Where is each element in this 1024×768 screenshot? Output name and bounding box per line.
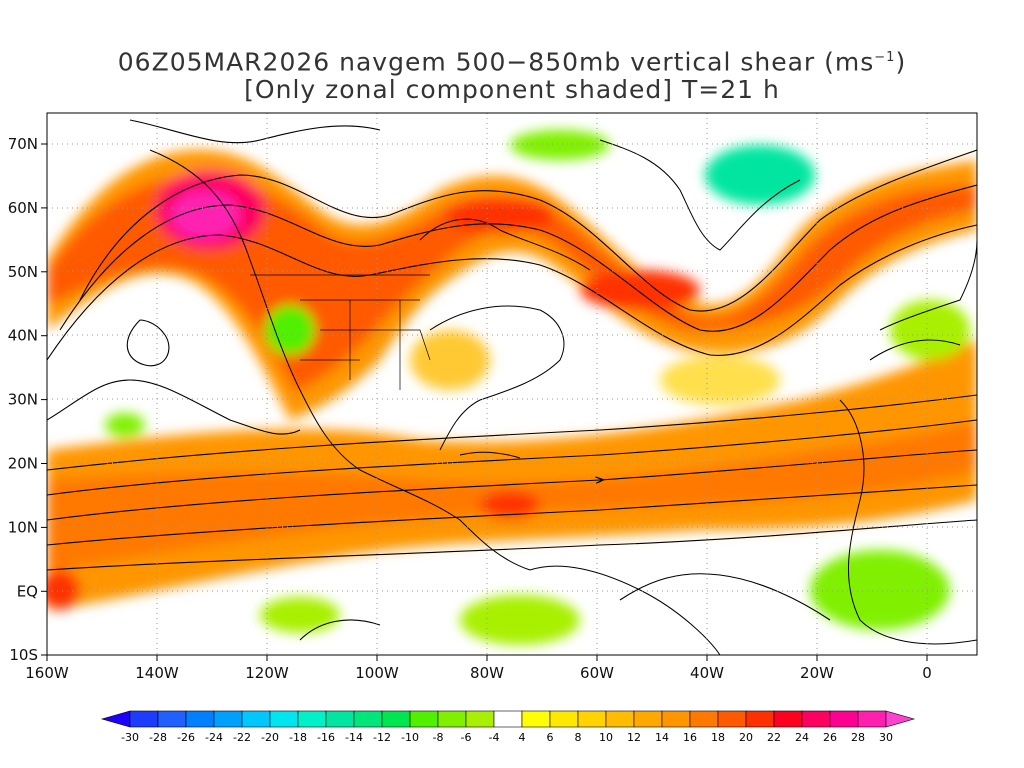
coastlines [149,139,977,655]
plot-frame [46,112,978,656]
lat-tick-label: 20N [8,455,38,473]
colorbar-label: 20 [739,731,753,744]
colorbar-swatch [213,710,243,728]
lon-tick-label: 120W [245,664,289,682]
colorbar-swatch [605,710,635,728]
colorbar-label: -22 [233,731,251,744]
colorbar-high-arrow [885,710,916,728]
lat-tick-label: 50N [8,263,38,281]
colorbar-label: 14 [655,731,669,744]
colorbar-label: -10 [401,731,419,744]
colorbar-swatch [801,710,831,728]
title-line-1: 06Z05MAR2026 navgem 500−850mb vertical s… [117,47,907,77]
colorbar-label: -18 [289,731,307,744]
lon-tick-label: 160W [25,664,69,682]
colorbar-swatch [157,710,187,728]
colorbar-swatch [437,710,467,728]
colorbar-swatch [633,710,663,728]
lat-tick-label: 30N [8,391,38,409]
colorbar-label: 8 [575,731,582,744]
lat-lon-grid [47,113,977,655]
colorbar-swatch [325,710,355,728]
colorbar-swatch [241,710,271,728]
colorbar-swatch [129,710,159,728]
colorbar-swatch [185,710,215,728]
colorbar-swatch [521,710,551,728]
colorbar-label: -30 [121,731,139,744]
colorbar-swatch [689,710,719,728]
lat-tick-label: 70N [8,135,38,153]
shear-shading [47,113,977,655]
colorbar-swatch [409,710,439,728]
colorbar-label: 10 [599,731,613,744]
colorbar-low-arrow [100,710,131,728]
lon-tick-label: 0 [922,664,932,682]
colorbar-label: 6 [547,731,554,744]
colorbar-swatch [297,710,327,728]
colorbar-swatch [493,710,523,728]
lon-tick-label: 100W [355,664,399,682]
colorbar-label: -26 [177,731,195,744]
colorbar-swatch [549,710,579,728]
colorbar-swatch [577,710,607,728]
colorbar-swatch [773,710,803,728]
latitude-axis: 70N 60N 50N 40N 30N 20N 10N EQ 10S [8,135,47,664]
lat-tick-label: EQ [17,582,38,600]
colorbar-label: -28 [149,731,167,744]
colorbar-swatch [857,710,887,728]
longitude-axis: 160W 140W 120W 100W 80W 60W 40W 20W 0 [25,655,932,682]
colorbar-label: -24 [205,731,223,744]
streamlines [47,119,977,641]
colorbar-label: -6 [461,731,472,744]
colorbar-label: 12 [627,731,641,744]
colorbar-label: 24 [795,731,809,744]
lat-tick-label: 10S [9,646,38,664]
colorbar: -30 -28 -26 -24 -22 -20 -18 -16 -14 -12 -10 -8 -6 -4 4… [100,710,916,744]
colorbar-label: -8 [433,731,444,744]
colorbar-label: -16 [317,731,335,744]
colorbar-label: -20 [261,731,279,744]
colorbar-swatch [269,710,299,728]
lat-tick-label: 10N [8,518,38,536]
colorbar-label: 28 [851,731,865,744]
lon-tick-label: 140W [135,664,179,682]
lon-tick-label: 20W [800,664,834,682]
lon-tick-label: 80W [470,664,504,682]
colorbar-label: 18 [711,731,725,744]
colorbar-label: 16 [683,731,697,744]
colorbar-swatch [465,710,495,728]
lat-tick-label: 40N [8,327,38,345]
colorbar-swatch [661,710,691,728]
colorbar-label: -4 [489,731,500,744]
lon-tick-label: 40W [690,664,724,682]
colorbar-label: 30 [879,731,893,744]
colorbar-label: -14 [345,731,363,744]
colorbar-swatch [745,710,775,728]
colorbar-label: 22 [767,731,781,744]
colorbar-swatch [829,710,859,728]
colorbar-swatch [381,710,411,728]
colorbar-label: 4 [519,731,526,744]
colorbar-label: 26 [823,731,837,744]
colorbar-swatch [717,710,747,728]
lon-tick-label: 60W [580,664,614,682]
lat-tick-label: 60N [8,199,38,217]
colorbar-swatch [353,710,383,728]
title-line-2: [Only zonal component shaded] T=21 h [244,75,780,105]
map-title: 06Z05MAR2026 navgem 500−850mb vertical s… [0,44,1024,104]
colorbar-label: -12 [373,731,391,744]
